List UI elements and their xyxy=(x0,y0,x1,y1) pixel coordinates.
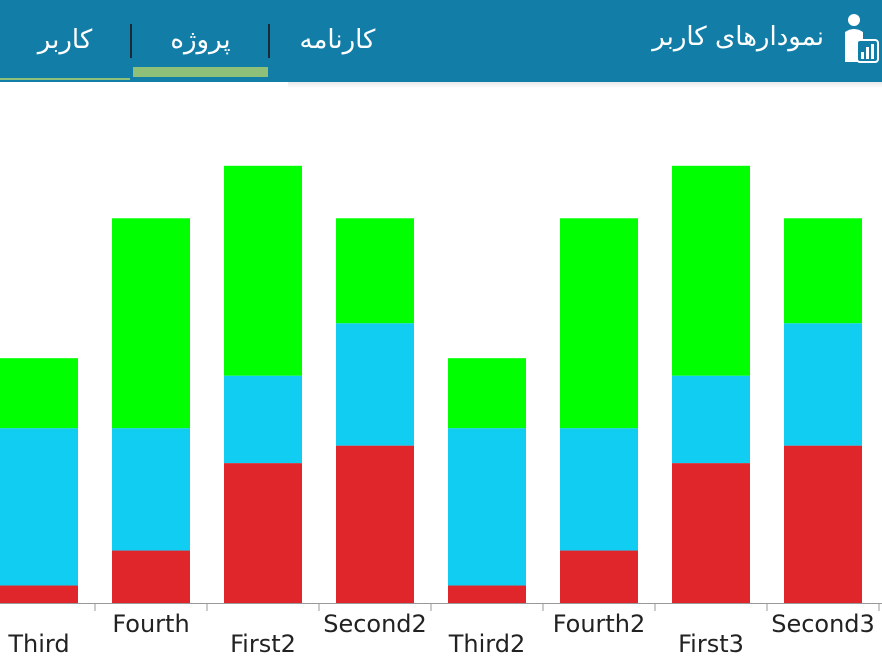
bar-segment-First3-s1 xyxy=(672,375,750,464)
x-tick-label: Fourth xyxy=(112,610,189,638)
bar-segment-Fourth-s2 xyxy=(112,218,190,429)
bar-segment-Second2-s0 xyxy=(336,445,414,603)
bar-segment-Third-s0 xyxy=(0,585,78,603)
x-tick-label: Third2 xyxy=(448,630,526,658)
header-shadow xyxy=(288,82,882,88)
tab-user-label: کاربر xyxy=(37,25,93,55)
tab-report-card-label: کارنامه xyxy=(299,25,376,55)
x-tick-label: Fourth2 xyxy=(553,610,646,638)
tab-user[interactable]: کاربر xyxy=(0,0,130,80)
x-tick-label: First3 xyxy=(678,630,744,658)
x-tick-label: Second2 xyxy=(323,610,427,638)
tab-separator xyxy=(130,24,132,58)
bar-segment-Fourth2-s0 xyxy=(560,550,638,603)
bar-segment-Second3-s1 xyxy=(784,323,862,446)
bar-segment-Fourth-s0 xyxy=(112,550,190,603)
bar-segment-Third2-s0 xyxy=(448,585,526,603)
x-tick-label: Third xyxy=(7,630,69,658)
bar-segment-First2-s1 xyxy=(224,375,302,464)
bar-segment-First2-s2 xyxy=(224,165,302,376)
bar-segment-Third2-s2 xyxy=(448,358,526,429)
bar-segment-Third-s2 xyxy=(0,358,78,429)
active-tab-indicator xyxy=(133,67,268,77)
page-title: نمودارهای کاربر xyxy=(652,22,824,52)
bar-segment-Second2-s1 xyxy=(336,323,414,446)
bar-segment-First3-s2 xyxy=(672,165,750,376)
x-tick-label: Second3 xyxy=(771,610,875,638)
bar-segment-Third2-s1 xyxy=(448,428,526,586)
bar-segment-Fourth2-s1 xyxy=(560,428,638,551)
tab-underline xyxy=(0,78,130,80)
bar-segment-Third-s1 xyxy=(0,428,78,586)
stacked-bar-chart: Third Fourth First2 Second2 Third2 Fourth2 Fir… xyxy=(0,165,882,658)
tab-project-label: پروژه xyxy=(170,25,231,55)
bar-segment-First2-s0 xyxy=(224,463,302,603)
user-chart-icon xyxy=(845,14,879,63)
x-tick-label: First2 xyxy=(230,630,296,658)
bar-segment-Second3-s0 xyxy=(784,445,862,603)
bar-segment-Second2-s2 xyxy=(336,218,414,324)
tab-report-card[interactable]: کارنامه xyxy=(270,0,405,80)
bar-segment-Fourth2-s2 xyxy=(560,218,638,429)
tab-separator xyxy=(268,24,270,58)
bar-segment-First3-s0 xyxy=(672,463,750,603)
tab-project[interactable]: پروژه xyxy=(133,0,268,80)
bar-segment-Fourth-s1 xyxy=(112,428,190,551)
bar-segment-Second3-s2 xyxy=(784,218,862,324)
